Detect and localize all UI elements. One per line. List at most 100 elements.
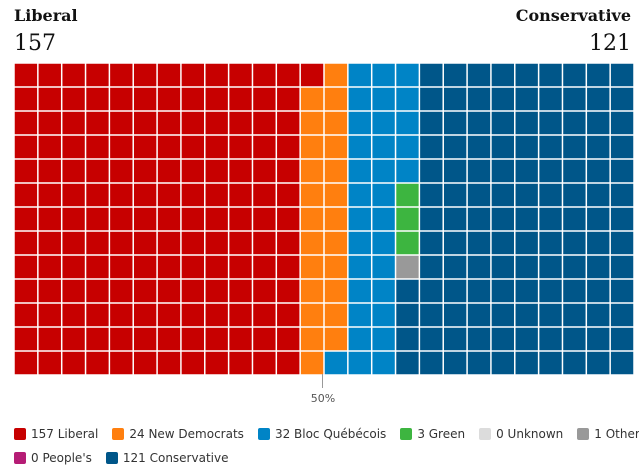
seat-liberal [14,303,38,327]
seat-bloc [372,111,395,135]
seat-ndp [324,63,348,87]
seat-conservative [610,303,634,327]
seat-liberal [110,111,133,135]
seat-conservative [420,279,443,303]
seat-conservative [467,159,491,183]
seat-conservative [443,63,467,87]
seat-liberal [205,135,228,159]
seat-conservative [587,87,610,111]
legend-label-ppc: 0 People's [31,451,92,465]
seat-conservative [491,159,515,183]
seat-liberal [157,63,181,87]
seat-ndp [300,135,324,159]
seat-liberal [86,87,109,111]
seat-liberal [110,159,133,183]
seat-liberal [253,279,276,303]
legend-swatch-green [400,428,413,440]
seat-liberal [110,327,133,351]
seat-liberal [133,207,157,231]
seat-conservative [515,159,538,183]
seat-conservative [491,327,515,351]
seat-bloc [396,135,419,159]
seat-conservative [467,255,491,279]
seat-bloc [372,255,395,279]
seat-liberal [62,303,85,327]
seat-liberal [205,159,228,183]
seat-conservative [396,303,419,327]
seat-liberal [205,351,228,375]
seat-liberal [86,303,109,327]
seat-liberal [181,63,205,87]
conservative-label: Conservative [515,6,631,25]
seat-liberal [86,135,109,159]
seat-liberal [14,87,38,111]
seat-liberal [277,351,300,375]
seat-liberal [110,207,133,231]
seat-liberal [181,135,205,159]
seat-conservative [563,255,586,279]
seat-liberal [38,279,61,303]
seat-liberal [181,207,205,231]
seat-conservative [515,111,538,135]
seat-liberal [38,135,61,159]
seat-liberal [62,207,85,231]
seat-liberal [157,279,181,303]
seat-conservative [515,327,538,351]
seat-liberal [253,87,276,111]
seat-conservative [539,279,562,303]
seat-liberal [38,63,61,87]
seat-ndp [300,327,324,351]
seat-liberal [133,327,157,351]
seat-conservative [467,135,491,159]
seat-liberal [229,279,252,303]
seat-liberal [229,231,252,255]
seat-bloc [348,87,371,111]
seat-conservative [515,135,538,159]
seat-bloc [348,327,371,351]
seat-liberal [157,327,181,351]
seat-liberal [277,111,300,135]
seat-ndp [300,279,324,303]
seat-liberal [133,135,157,159]
legend-item-liberal: 157 Liberal [14,427,98,441]
seat-conservative [491,135,515,159]
seat-ndp [300,255,324,279]
seat-liberal [14,183,38,207]
legend-swatch-conservative [105,452,118,464]
seat-liberal [157,303,181,327]
seat-conservative [587,159,610,183]
seat-conservative [491,231,515,255]
seat-bloc [348,207,371,231]
seat-bloc [372,303,395,327]
seat-liberal [14,351,38,375]
seat-liberal [86,111,109,135]
seat-liberal [133,111,157,135]
seat-liberal [38,159,61,183]
seat-conservative [420,255,443,279]
seat-liberal [277,279,300,303]
seat-conservative [587,327,610,351]
seat-liberal [277,63,300,87]
seat-liberal [205,111,228,135]
seat-conservative [443,351,467,375]
seat-bloc [372,279,395,303]
seat-liberal [133,351,157,375]
seat-conservative [443,207,467,231]
seat-liberal [157,255,181,279]
seat-waffle-chart [14,63,634,375]
seat-conservative [515,231,538,255]
seat-conservative [443,327,467,351]
seat-ndp [300,183,324,207]
seat-conservative [587,63,610,87]
seat-conservative [539,351,562,375]
seat-liberal [277,183,300,207]
seat-liberal [277,255,300,279]
seat-bloc [372,231,395,255]
seat-liberal [110,135,133,159]
seat-bloc [372,135,395,159]
seat-conservative [610,159,634,183]
seat-bloc [348,135,371,159]
seat-liberal [86,351,109,375]
seat-ndp [300,231,324,255]
seat-ndp [324,279,348,303]
